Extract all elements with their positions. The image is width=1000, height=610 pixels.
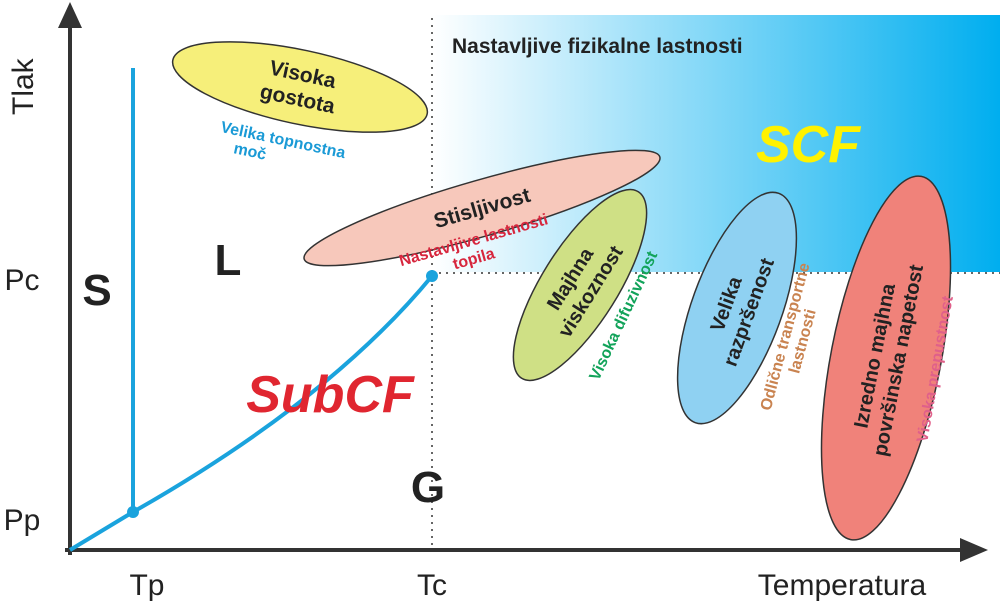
critical-point — [426, 270, 438, 282]
property-low-surface-tension: Izredno majhna površinska napetost — [820, 175, 952, 541]
x-tick-tc: Tc — [417, 569, 447, 602]
gas-label: G — [411, 463, 445, 512]
x-axis-label: Temperatura — [758, 569, 927, 602]
triple-point — [127, 506, 139, 518]
property-low-viscosity: Majhna viskoznost — [512, 188, 648, 382]
y-axis-label: Tlak — [7, 57, 40, 115]
y-axis-arrow-icon — [58, 2, 82, 28]
liquid-label: L — [215, 236, 242, 285]
y-tick-pp: Pp — [4, 504, 41, 537]
x-tick-tp: Tp — [129, 569, 164, 602]
property-compressibility: Stisljivost — [303, 149, 661, 267]
property-high-dispersion: Velika razpršenost — [676, 191, 798, 425]
svg-text:moč: moč — [232, 140, 268, 163]
scf-label: SCF — [756, 116, 861, 174]
subcf-label: SubCF — [246, 366, 415, 424]
scf-caption: Nastavljive fizikalne lastnosti — [452, 35, 743, 58]
property-high-density: Visoka gostota — [171, 41, 429, 133]
x-axis-arrow-icon — [960, 538, 988, 562]
y-tick-pc: Pc — [4, 264, 39, 297]
vaporization-curve — [68, 274, 434, 552]
solid-label: S — [82, 266, 111, 315]
